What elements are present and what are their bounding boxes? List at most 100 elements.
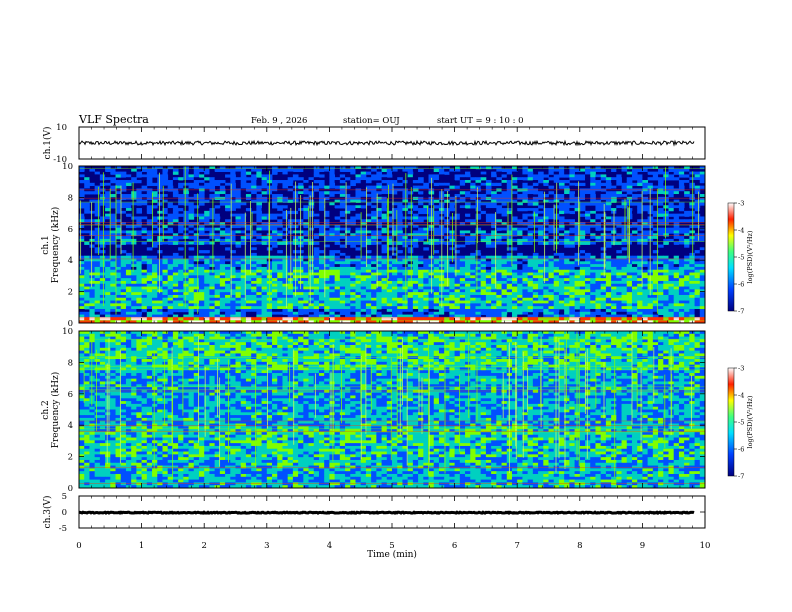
spectrogram-cell: [188, 255, 195, 259]
spectrogram-cell: [125, 208, 132, 212]
spectrogram-cell: [689, 244, 695, 248]
spectrogram-cell: [678, 213, 685, 217]
spectrogram-cell: [94, 241, 101, 245]
spectrogram-cell: [590, 227, 596, 231]
spectrogram-cell: [538, 255, 544, 259]
spectrogram-cell: [600, 202, 607, 206]
spectrogram-cell: [611, 199, 617, 203]
spectrogram-cell: [642, 224, 649, 229]
spectrogram-cell: [637, 300, 643, 304]
spectrogram-cell: [230, 238, 236, 243]
spectrogram-cell: [532, 233, 539, 237]
spectrogram-cell: [324, 255, 330, 259]
spectrogram-cell: [611, 283, 617, 287]
spectrogram-cell: [517, 208, 523, 212]
spectrogram-cell: [407, 250, 414, 254]
spectrogram-cell: [564, 278, 570, 282]
spectrogram-cell: [355, 269, 362, 273]
spectrogram-cell: [538, 258, 544, 262]
spectrogram-cell: [386, 289, 393, 293]
spectrogram-cell: [245, 224, 252, 229]
spectrogram-cell: [605, 286, 612, 290]
spectrogram-cell: [371, 266, 377, 271]
spectrogram-cell: [152, 275, 158, 279]
spectrogram-cell: [350, 205, 356, 209]
spectrogram-cell: [631, 177, 638, 181]
spectrogram-cell: [631, 255, 638, 259]
spectrogram-cell: [444, 171, 450, 175]
spectrogram-cell: [313, 303, 320, 307]
spectrogram-cell: [371, 208, 377, 212]
spectrogram-cell: [454, 275, 461, 279]
spectrogram-cell: [459, 289, 466, 293]
spectrogram-cell: [631, 174, 638, 178]
spectrogram-cell: [381, 306, 388, 310]
spectrogram-cell: [94, 210, 101, 215]
spectrogram-cell: [605, 264, 612, 268]
spectrogram-cell: [626, 286, 633, 290]
spectrogram-cell: [167, 238, 174, 243]
spectrogram-cell: [444, 286, 450, 290]
spectrogram-cell: [621, 236, 628, 240]
spectrogram-cell: [428, 297, 435, 301]
spectrogram-cell: [84, 233, 90, 237]
spectrogram-cell: [261, 174, 268, 178]
spectrogram-cell: [402, 255, 409, 259]
spectrogram-cell: [115, 269, 122, 273]
spectrogram-cell: [402, 199, 409, 203]
spectrogram-cell: [350, 258, 356, 262]
spectrogram-cell: [261, 233, 268, 237]
spectrogram-cell: [146, 177, 153, 181]
spectrogram-cell: [120, 275, 127, 279]
spectrogram-cell: [485, 275, 492, 279]
spectrogram-cell: [261, 191, 268, 195]
spectrogram-cell: [553, 278, 560, 282]
spectrogram-cell: [105, 216, 111, 220]
spectrogram-cell: [485, 180, 492, 184]
spectrogram-cell: [79, 297, 85, 301]
spectrogram-cell: [475, 230, 482, 234]
spectrogram-cell: [89, 213, 96, 217]
spectrogram-cell: [475, 272, 482, 276]
spectrogram-cell: [590, 236, 596, 240]
spectrogram-cell: [345, 303, 351, 307]
spectrogram-cell: [152, 283, 158, 287]
spectrogram-cell: [668, 213, 675, 217]
spectrogram-cell: [459, 294, 466, 299]
spectrogram-cell: [689, 180, 695, 184]
spectrogram-cell: [673, 236, 680, 240]
spectrogram-cell: [110, 255, 116, 259]
spectrogram-cell: [141, 194, 148, 198]
spectrogram-cell: [689, 168, 695, 172]
spectrogram-cell: [689, 216, 695, 220]
spectrogram-cell: [198, 258, 205, 262]
spectrogram-cell: [146, 286, 153, 290]
spectrogram-cell: [412, 286, 419, 290]
spectrogram-cell: [600, 261, 607, 265]
spectrogram-cell: [465, 272, 471, 276]
spectrogram-cell: [595, 272, 602, 276]
spectrogram-cell: [543, 255, 549, 259]
spectrogram-cell: [511, 275, 518, 279]
spectrogram-cell: [324, 300, 330, 304]
spectrogram-cell: [527, 264, 534, 268]
spectrogram-cell: [99, 241, 106, 245]
spectrogram-cell: [198, 286, 205, 290]
spectrogram-cell: [506, 247, 513, 251]
spectrogram-cell: [595, 264, 602, 268]
spectrogram-cell: [652, 294, 659, 299]
spectrogram-cell: [631, 261, 638, 265]
spectrogram-cell: [188, 205, 195, 209]
spectrogram-cell: [637, 294, 643, 299]
spectrogram-cell: [261, 258, 268, 262]
spectrogram-cell: [105, 177, 111, 181]
spectrogram-cell: [329, 166, 336, 170]
spectrogram-cell: [324, 219, 330, 223]
spectrogram-cell: [517, 252, 523, 257]
spectrogram-cell: [178, 264, 184, 268]
spectrogram-cell: [329, 297, 336, 301]
spectrogram-cell: [678, 219, 685, 223]
spectrogram-cell: [157, 283, 163, 287]
spectrogram-cell: [141, 233, 148, 237]
spectrogram-cell: [678, 266, 685, 271]
